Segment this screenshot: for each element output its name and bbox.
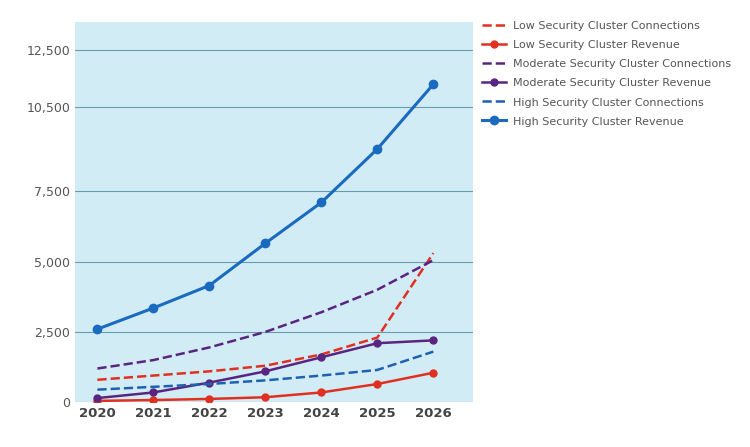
Line: Moderate Security Cluster Connections: Moderate Security Cluster Connections <box>98 260 433 368</box>
Moderate Security Cluster Connections <box>205 345 214 350</box>
Low Security Cluster Revenue <box>373 381 382 387</box>
Moderate Security Cluster Connections <box>93 366 102 371</box>
Moderate Security Cluster Connections <box>261 329 270 335</box>
High Security Cluster Revenue <box>149 305 158 311</box>
Line: Moderate Security Cluster Revenue: Moderate Security Cluster Revenue <box>94 337 436 401</box>
High Security Cluster Connections <box>205 381 214 387</box>
Low Security Cluster Connections <box>205 369 214 374</box>
High Security Cluster Revenue <box>93 326 102 332</box>
High Security Cluster Connections <box>93 387 102 392</box>
Line: High Security Cluster Connections: High Security Cluster Connections <box>98 352 433 390</box>
Low Security Cluster Revenue <box>149 397 158 403</box>
Moderate Security Cluster Revenue <box>93 396 102 401</box>
High Security Cluster Connections <box>149 384 158 389</box>
Low Security Cluster Revenue <box>261 395 270 400</box>
High Security Cluster Connections <box>429 349 438 354</box>
Low Security Cluster Connections <box>373 335 382 340</box>
Moderate Security Cluster Revenue <box>261 369 270 374</box>
Moderate Security Cluster Connections <box>316 310 326 315</box>
High Security Cluster Connections <box>261 378 270 383</box>
High Security Cluster Connections <box>316 373 326 378</box>
Low Security Cluster Connections <box>429 250 438 256</box>
High Security Cluster Revenue <box>373 146 382 152</box>
Moderate Security Cluster Revenue <box>149 390 158 395</box>
High Security Cluster Revenue <box>261 240 270 246</box>
Low Security Cluster Connections <box>149 373 158 378</box>
Line: Low Security Cluster Connections: Low Security Cluster Connections <box>98 253 433 380</box>
Moderate Security Cluster Connections <box>429 257 438 263</box>
Low Security Cluster Revenue <box>93 398 102 404</box>
Low Security Cluster Connections <box>316 352 326 357</box>
Moderate Security Cluster Connections <box>373 287 382 292</box>
Moderate Security Cluster Revenue <box>429 337 438 343</box>
Moderate Security Cluster Revenue <box>205 380 214 385</box>
Legend: Low Security Cluster Connections, Low Security Cluster Revenue, Moderate Securit: Low Security Cluster Connections, Low Se… <box>482 20 731 127</box>
Low Security Cluster Connections <box>261 363 270 368</box>
Low Security Cluster Connections <box>93 377 102 383</box>
Low Security Cluster Revenue <box>205 396 214 401</box>
Line: Low Security Cluster Revenue: Low Security Cluster Revenue <box>94 369 436 405</box>
Moderate Security Cluster Revenue <box>316 354 326 360</box>
Line: High Security Cluster Revenue: High Security Cluster Revenue <box>93 80 437 333</box>
Moderate Security Cluster Connections <box>149 358 158 363</box>
High Security Cluster Revenue <box>205 283 214 288</box>
Low Security Cluster Revenue <box>429 370 438 375</box>
Low Security Cluster Revenue <box>316 390 326 395</box>
High Security Cluster Revenue <box>316 200 326 205</box>
Moderate Security Cluster Revenue <box>373 341 382 346</box>
High Security Cluster Revenue <box>429 82 438 87</box>
High Security Cluster Connections <box>373 367 382 373</box>
